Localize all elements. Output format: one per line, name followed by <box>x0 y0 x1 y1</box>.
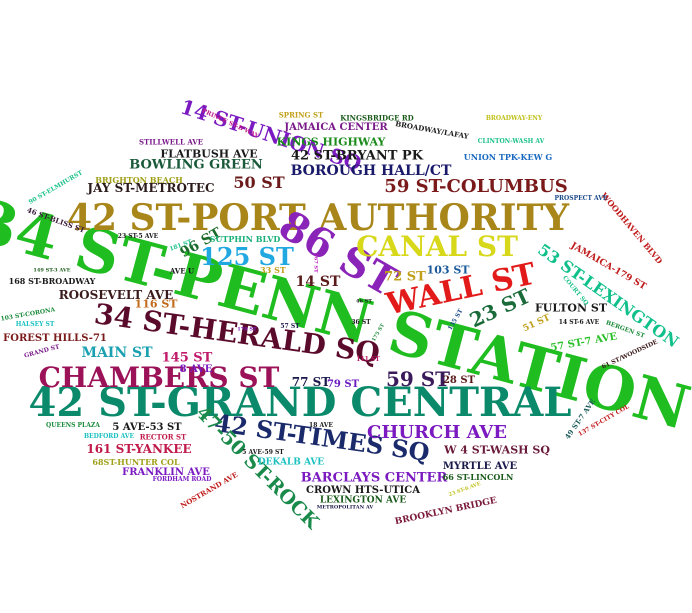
word-66-st-lincoln: 66 ST-LINCOLN <box>442 472 514 482</box>
word-36-st: 36 ST <box>351 319 371 326</box>
word-50-st: 50 ST <box>233 173 285 192</box>
word-33-st: 33 ST <box>260 265 286 275</box>
word-42-st-port-authority: 42 ST-PORT AUTHORITY <box>66 197 570 239</box>
word-59-st: 59 ST <box>385 367 451 391</box>
word-51-st: 51 ST <box>521 312 552 335</box>
word-main-st: MAIN ST <box>81 345 153 361</box>
word-28-st: 28 ST <box>442 375 476 386</box>
word-23-st-6-ave: 23 ST-6 AVE <box>447 480 482 499</box>
word-myrtle-ave: MYRTLE AVE <box>442 461 518 472</box>
word-fulton-st: FULTON ST <box>534 301 608 315</box>
word-68st-hunter-col: 68ST-HUNTER COL <box>92 457 180 467</box>
word-metropolitan-av: METROPOLITAN AV <box>316 504 374 511</box>
word-brighton-beach: BRIGHTON BEACH <box>95 175 183 185</box>
word-79-st: 79 ST <box>326 379 360 390</box>
word-42-st-grand-central: 42 ST-GRAND CENTRAL <box>28 379 572 426</box>
word-103-st: 103 ST <box>426 263 470 277</box>
word-prospect-ave: PROSPECT AVE <box>554 195 608 202</box>
word-barclays-center: BARCLAYS CENTER <box>300 470 448 486</box>
word-forest-hills-71: FOREST HILLS-71 <box>3 333 107 344</box>
word-jamaica-center: JAMAICA CENTER <box>284 122 388 133</box>
word-spring-st: SPRING ST <box>278 110 324 120</box>
word-bowling-green: BOWLING GREEN <box>129 157 263 173</box>
word-franklin-ave: FRANKLIN AVE <box>122 467 210 478</box>
word-ave-u: AVE U <box>169 266 195 276</box>
word-rector-st: RECTOR ST <box>139 432 187 442</box>
word-borough-hall-ct: BOROUGH HALL/CT <box>290 163 452 179</box>
word-18-ave: 18 AVE <box>309 422 333 429</box>
word-14-st: 14 ST <box>295 274 341 290</box>
word-woodhaven-blvd: WOODHAVEN BLVD <box>599 190 665 266</box>
word-brooklyn-bridge: BROOKLYN BRIDGE <box>394 495 498 528</box>
word-w-4-st-wash-sq: W 4 ST-WASH SQ <box>444 443 550 457</box>
word-59-st-columbus: 59 ST-COLUMBUS <box>384 176 568 197</box>
word-chambers-st: CHAMBERS ST <box>38 361 280 394</box>
word-clinton-wash-av: CLINTON-WASH AV <box>477 138 545 145</box>
word-canal-st: CANAL ST <box>356 230 518 263</box>
word-roosevelt-ave: ROOSEVELT AVE <box>58 288 174 302</box>
word-kings-highway: KINGS HIGHWAY <box>276 135 386 149</box>
word-queens-plaza: QUEENS PLAZA <box>46 422 100 429</box>
word-fordham-road: FORDHAM ROAD <box>152 476 212 483</box>
word-14-st-6-ave: 14 ST-6 AVE <box>558 319 600 326</box>
word-5-ave-53-st: 5 AVE-53 ST <box>112 422 182 433</box>
word-broadway-eny: BROADWAY-ENY <box>485 115 543 122</box>
word-145-st: 145 ST <box>161 350 213 366</box>
word-5-ave-59-st: 5 AVE-59 ST <box>242 449 284 456</box>
word-170-st: 170 ST <box>237 326 257 333</box>
word-union-tpk-kew-g: UNION TPK-KEW G <box>463 152 553 162</box>
word-stillwell-ave: STILLWELL AVE <box>138 137 204 147</box>
word-crown-hts-utica: CROWN HTS-UTICA <box>305 485 421 496</box>
word-72-st: 72 ST <box>384 269 426 285</box>
word-149-st-3-ave: 149 ST-3 AVE <box>33 267 71 274</box>
word-sutphin-blvd: SUTPHIN BLVD <box>209 234 281 244</box>
word-halsey-st: HALSEY ST <box>15 321 55 328</box>
word-168-st-broadway: 168 ST-BROADWAY <box>8 276 96 286</box>
word-dekalb-ave: DEKALB AVE <box>257 457 325 468</box>
word-116-st: 116 ST <box>134 297 178 311</box>
word-125-st: 125 ST <box>200 242 294 271</box>
word-77-st: 77 ST <box>291 375 331 389</box>
word-jay-st-metrotec: JAY ST-METROTEC <box>87 181 215 195</box>
word-42-st-bryant-pk: 42 ST-BRYANT PK <box>290 148 424 164</box>
word-church-ave: CHURCH AVE <box>367 422 507 443</box>
word-kingsbridge-rd: KINGSBRIDGE RD <box>340 113 414 123</box>
word-grand-st: GRAND ST <box>23 343 61 360</box>
word-flatbush-ave: FLATBUSH AVE <box>160 147 258 161</box>
word-46-st: 46 ST <box>355 298 373 305</box>
word-broadway-lafay: BROADWAY/LAFAY <box>394 119 470 141</box>
word-bedford-ave: BEDFORD AVE <box>83 433 135 440</box>
word-111-st: 111 ST <box>356 356 380 363</box>
word-161-st-yankee: 161 ST-YANKEE <box>86 442 192 456</box>
word-57-st: 57 ST <box>280 323 300 330</box>
word-167-st: 167 ST <box>312 253 319 273</box>
word-lexington-ave: LEXINGTON AVE <box>319 495 407 506</box>
word-8-ave: 8 AVE <box>179 364 213 375</box>
word-23-st-5-ave: 23 ST-5 AVE <box>117 233 159 240</box>
